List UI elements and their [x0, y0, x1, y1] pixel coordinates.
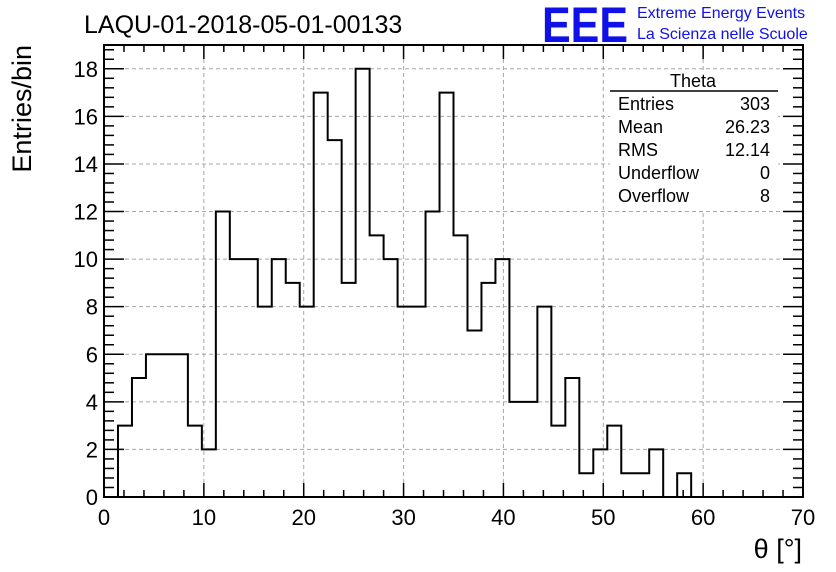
y-tick-label: 18 — [74, 57, 98, 82]
x-axis-title: θ [°] — [754, 534, 802, 564]
stats-box: Theta Entries 303 Mean 26.23 RMS 12.14 Underfl… — [610, 70, 778, 210]
y-tick-label: 14 — [74, 152, 98, 177]
stats-label: RMS — [618, 140, 658, 160]
stats-value: 0 — [760, 163, 770, 183]
x-tick-label: 50 — [591, 505, 615, 530]
stats-label: Mean — [618, 117, 663, 137]
stats-box-title: Theta — [670, 71, 717, 91]
eee-logo: EEE Extreme Energy Events La Scienza nel… — [542, 0, 808, 53]
stats-value: 12.14 — [725, 140, 770, 160]
stats-value: 8 — [760, 186, 770, 206]
x-tick-label: 10 — [192, 505, 216, 530]
y-tick-label: 12 — [74, 200, 98, 225]
eee-logo-line1: Extreme Energy Events — [637, 5, 805, 22]
stats-box-background — [610, 70, 778, 210]
stats-label: Entries — [618, 94, 674, 114]
x-tick-label: 60 — [691, 505, 715, 530]
y-tick-label: 10 — [74, 247, 98, 272]
x-axis: 0 10 20 30 40 50 60 70 — [98, 45, 815, 530]
x-tick-label: 0 — [98, 505, 110, 530]
x-tick-label: 70 — [791, 505, 815, 530]
eee-logo-line2: La Scienza nelle Scuole — [637, 26, 808, 43]
histogram-outline — [116, 67, 693, 497]
stats-rows: Entries 303 Mean 26.23 RMS 12.14 Underflow 0 Ove… — [618, 94, 770, 206]
y-tick-label: 4 — [86, 390, 98, 415]
x-tick-label: 30 — [391, 505, 415, 530]
x-tick-label: 40 — [491, 505, 515, 530]
stats-label: Underflow — [618, 163, 700, 183]
x-tick-label: 20 — [291, 505, 315, 530]
y-tick-label: 2 — [86, 437, 98, 462]
y-tick-label: 0 — [86, 485, 98, 510]
chart-title: LAQU-01-2018-05-01-00133 — [84, 11, 402, 39]
y-tick-label: 6 — [86, 342, 98, 367]
y-tick-label: 16 — [74, 104, 98, 129]
y-axis-title: Entries/bin — [7, 45, 37, 173]
stats-value: 303 — [740, 94, 770, 114]
x-gridlines — [203, 45, 704, 497]
y-tick-label: 8 — [86, 295, 98, 320]
y-axis: 0 2 4 6 8 10 12 14 16 18 — [74, 49, 803, 510]
stats-label: Overflow — [618, 186, 690, 206]
plot-frame — [103, 44, 804, 498]
stats-value: 26.23 — [725, 117, 770, 137]
